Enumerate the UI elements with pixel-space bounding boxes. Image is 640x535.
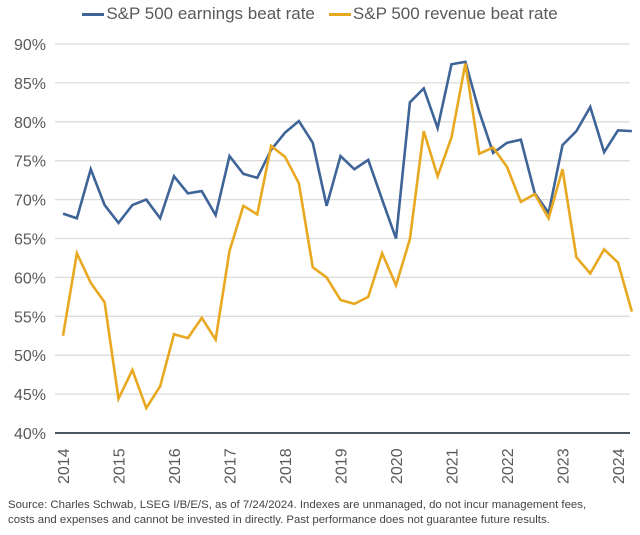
y-tick-label: 60% — [14, 270, 46, 287]
series-line-earnings — [62, 60, 632, 239]
x-tick-label: 2020 — [389, 448, 406, 484]
y-tick-label: 90% — [14, 37, 46, 54]
source-footnote: Source: Charles Schwab, LSEG I/B/E/S, as… — [8, 498, 633, 528]
x-tick-label: 2022 — [500, 448, 517, 484]
x-tick-label: 2019 — [334, 448, 351, 484]
y-tick-label: 65% — [14, 232, 46, 249]
x-tick-label: 2023 — [556, 448, 573, 484]
x-tick-label: 2016 — [167, 448, 184, 484]
y-tick-label: 50% — [14, 348, 46, 365]
legend-swatch-revenue — [328, 12, 351, 16]
y-tick-label: 80% — [14, 115, 46, 132]
x-tick-label: 2021 — [445, 448, 462, 484]
legend: S&P 500 earnings beat rate S&P 500 reven… — [0, 4, 640, 24]
y-tick-label: 85% — [14, 76, 46, 93]
y-tick-label: 55% — [14, 309, 46, 326]
series-line-revenue — [61, 63, 634, 412]
x-tick-label: 2014 — [56, 448, 73, 484]
legend-item-earnings: S&P 500 earnings beat rate — [82, 4, 315, 24]
legend-swatch-earnings — [82, 12, 105, 16]
x-tick-label: 2018 — [278, 448, 295, 484]
x-tick-label: 2015 — [112, 448, 129, 484]
y-tick-label: 75% — [14, 154, 46, 171]
x-tick-label: 2017 — [223, 448, 240, 484]
y-tick-label: 45% — [14, 387, 46, 404]
footnote-line-2: costs and expenses and cannot be investe… — [8, 514, 550, 526]
y-tick-label: 40% — [14, 426, 46, 443]
legend-item-revenue: S&P 500 revenue beat rate — [328, 4, 558, 24]
x-tick-label: 2024 — [611, 448, 628, 484]
legend-label-revenue: S&P 500 revenue beat rate — [352, 4, 558, 23]
y-tick-label: 70% — [14, 193, 46, 210]
footnote-line-1: Source: Charles Schwab, LSEG I/B/E/S, as… — [8, 499, 587, 511]
legend-label-earnings: S&P 500 earnings beat rate — [106, 4, 315, 23]
